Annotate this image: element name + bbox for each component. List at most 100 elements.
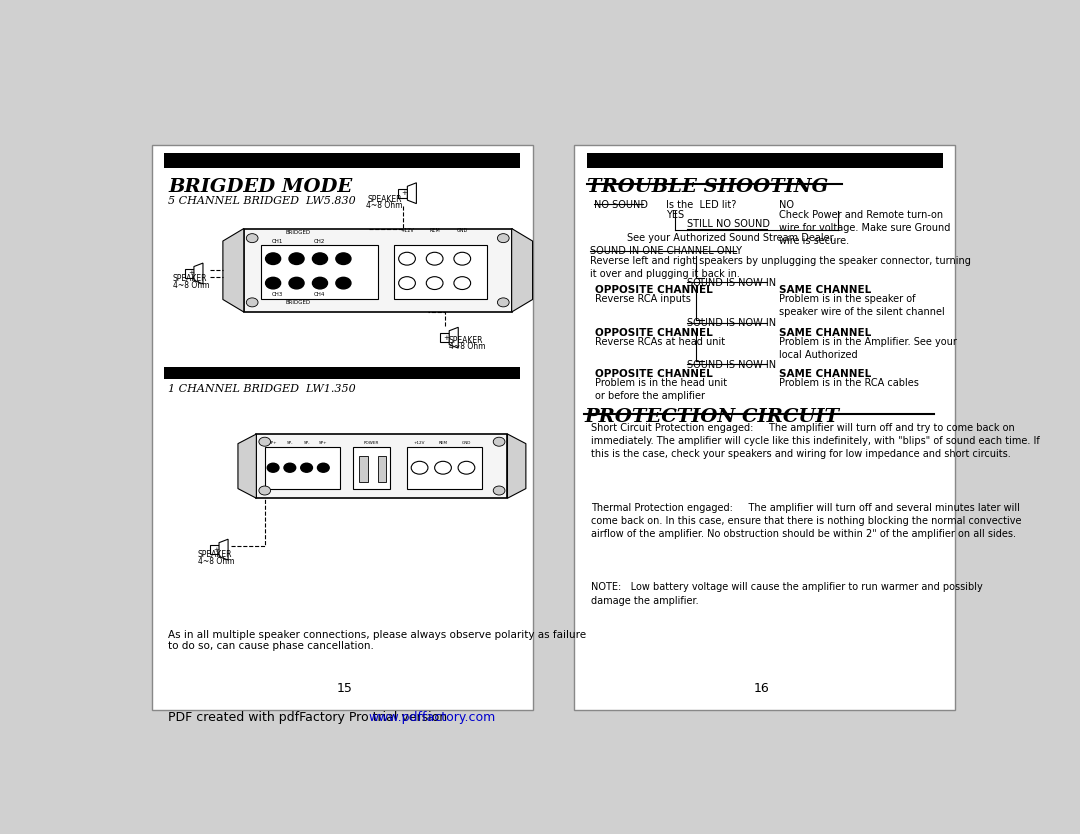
Bar <box>575 145 956 711</box>
Circle shape <box>498 234 509 243</box>
Bar <box>588 153 943 168</box>
Text: Reverse left and right speakers by unplugging the speaker connector, turning
it : Reverse left and right speakers by unplu… <box>591 256 971 279</box>
Text: SPEAKER: SPEAKER <box>173 274 207 284</box>
Text: BRIDGED: BRIDGED <box>285 229 311 234</box>
Text: Problem is in the speaker of
speaker wire of the silent channel: Problem is in the speaker of speaker wir… <box>780 294 945 317</box>
Text: SP+: SP+ <box>269 440 278 445</box>
Bar <box>260 244 378 299</box>
Circle shape <box>266 278 281 289</box>
Bar <box>164 367 521 379</box>
Text: Problem is in the Amplifier. See your
local Authorized: Problem is in the Amplifier. See your lo… <box>780 337 957 360</box>
Text: NOTE:   Low battery voltage will cause the amplifier to run warmer and possibly
: NOTE: Low battery voltage will cause the… <box>591 582 983 605</box>
Text: CH2: CH2 <box>313 239 325 244</box>
Circle shape <box>458 461 475 475</box>
Text: OPPOSITE CHANNEL: OPPOSITE CHANNEL <box>594 369 713 379</box>
Text: 4~8 Ohm: 4~8 Ohm <box>198 557 234 565</box>
Circle shape <box>318 463 329 472</box>
Text: SPEAKER: SPEAKER <box>367 194 402 203</box>
Polygon shape <box>219 540 228 560</box>
Bar <box>394 244 486 299</box>
Circle shape <box>267 463 279 472</box>
Text: SOUND IN ONE CHANNEL ONLY: SOUND IN ONE CHANNEL ONLY <box>591 247 742 257</box>
Circle shape <box>494 486 505 495</box>
Text: Problem is in the RCA cables: Problem is in the RCA cables <box>780 378 919 388</box>
Circle shape <box>284 463 296 472</box>
Circle shape <box>266 253 281 264</box>
Text: 4~8 Ohm: 4~8 Ohm <box>173 280 210 289</box>
Text: BRIDGED: BRIDGED <box>285 300 311 305</box>
Circle shape <box>289 253 305 264</box>
Text: SOUND IS NOW IN: SOUND IS NOW IN <box>688 319 777 329</box>
Text: CH4: CH4 <box>313 292 325 297</box>
Circle shape <box>454 252 471 265</box>
Text: SOUND IS NOW IN: SOUND IS NOW IN <box>688 359 777 369</box>
Circle shape <box>434 461 451 475</box>
Bar <box>378 456 387 482</box>
Text: OPPOSITE CHANNEL: OPPOSITE CHANNEL <box>594 285 713 295</box>
Text: Thermal Protection engaged:     The amplifier will turn off and several minutes : Thermal Protection engaged: The amplifie… <box>591 503 1022 539</box>
Text: SPEAKER: SPEAKER <box>449 336 484 344</box>
Bar <box>164 153 521 168</box>
Circle shape <box>300 463 312 472</box>
Text: As in all multiple speaker connections, please always observe polarity as failur: As in all multiple speaker connections, … <box>168 630 586 651</box>
Text: 4~8 Ohm: 4~8 Ohm <box>449 342 485 351</box>
Text: +12V: +12V <box>414 440 426 445</box>
Text: SOUND IS NOW IN: SOUND IS NOW IN <box>688 278 777 288</box>
Circle shape <box>312 278 327 289</box>
Text: SP-: SP- <box>303 440 310 445</box>
Text: GND: GND <box>462 440 471 445</box>
Circle shape <box>498 298 509 307</box>
Text: Problem is in the head unit
or before the amplifier: Problem is in the head unit or before th… <box>594 378 727 401</box>
Bar <box>360 456 367 482</box>
Bar <box>256 434 508 498</box>
Text: See your Authorized Sound Stream Dealer.: See your Authorized Sound Stream Dealer. <box>627 233 836 243</box>
Polygon shape <box>194 263 203 284</box>
Text: Short Circuit Protection engaged:     The amplifier will turn off and try to com: Short Circuit Protection engaged: The am… <box>591 423 1040 460</box>
Text: 1 CHANNEL BRIDGED  LW1.350: 1 CHANNEL BRIDGED LW1.350 <box>168 384 356 394</box>
Circle shape <box>259 437 271 446</box>
Polygon shape <box>508 434 526 498</box>
Text: +12V: +12V <box>401 229 414 234</box>
Circle shape <box>259 486 271 495</box>
Text: 5 CHANNEL BRIDGED  LW5.830: 5 CHANNEL BRIDGED LW5.830 <box>168 197 356 206</box>
Circle shape <box>246 234 258 243</box>
Text: SP-: SP- <box>286 440 293 445</box>
Circle shape <box>336 278 351 289</box>
Circle shape <box>427 252 443 265</box>
Text: PROTECTION CIRCUIT: PROTECTION CIRCUIT <box>584 409 839 426</box>
Text: SAME CHANNEL: SAME CHANNEL <box>780 369 872 379</box>
Polygon shape <box>238 434 256 498</box>
Text: GND: GND <box>457 229 468 234</box>
Text: 15: 15 <box>336 682 352 696</box>
Text: SP+: SP+ <box>319 440 327 445</box>
Text: REM: REM <box>429 229 440 234</box>
Text: +: + <box>213 546 219 553</box>
Bar <box>151 145 532 711</box>
Bar <box>407 447 483 489</box>
Text: PDF created with pdfFactory Pro trial version: PDF created with pdfFactory Pro trial ve… <box>168 711 451 725</box>
Bar <box>185 269 194 278</box>
Polygon shape <box>407 183 417 203</box>
Bar <box>210 545 219 555</box>
Text: SAME CHANNEL: SAME CHANNEL <box>780 328 872 338</box>
Text: +: + <box>402 190 407 196</box>
Text: SAME CHANNEL: SAME CHANNEL <box>780 285 872 295</box>
Text: SPEAKER: SPEAKER <box>198 550 232 560</box>
Circle shape <box>427 277 443 289</box>
Circle shape <box>454 277 471 289</box>
Bar <box>244 229 512 312</box>
Text: Reverse RCA inputs: Reverse RCA inputs <box>594 294 690 304</box>
Text: Check Power and Remote turn-on
wire for voltage. Make sure Ground
wire is secure: Check Power and Remote turn-on wire for … <box>780 210 950 246</box>
Text: 16: 16 <box>753 682 769 696</box>
Polygon shape <box>512 229 532 312</box>
Bar <box>441 333 449 342</box>
Polygon shape <box>222 229 244 312</box>
Text: BRIGDED MODE: BRIGDED MODE <box>168 178 353 197</box>
Polygon shape <box>449 327 458 348</box>
Text: NO SOUND: NO SOUND <box>594 199 648 209</box>
Circle shape <box>411 461 428 475</box>
Text: Is the  LED lit?: Is the LED lit? <box>666 199 737 209</box>
Circle shape <box>246 298 258 307</box>
Text: NO: NO <box>780 199 795 209</box>
Text: CH3: CH3 <box>271 292 283 297</box>
